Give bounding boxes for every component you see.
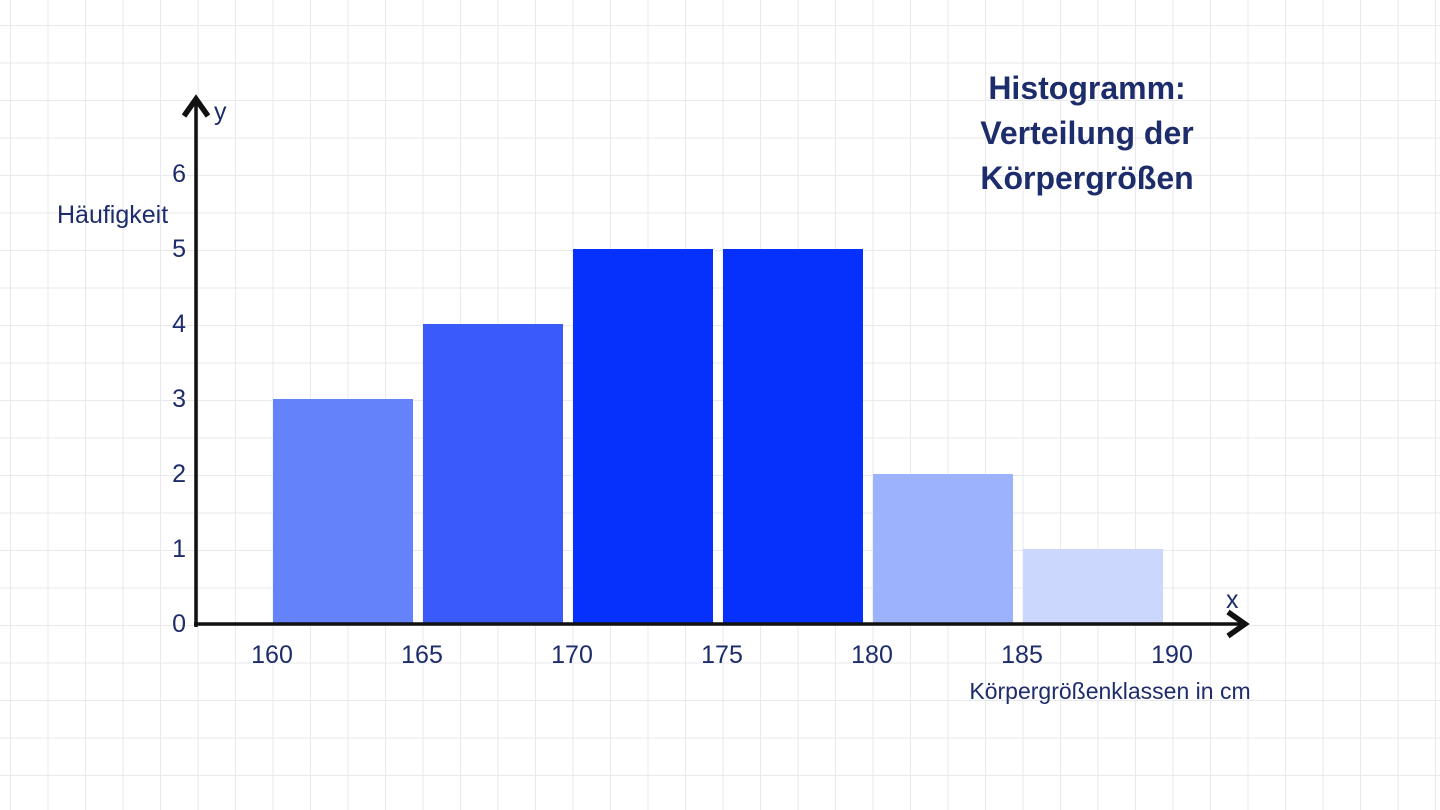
chart-title: Histogramm: Verteilung der Körpergrößen	[980, 70, 1194, 196]
y-axis-symbol: y	[214, 98, 227, 126]
y-tick-label-4: 4	[172, 310, 186, 338]
x-tick-label-185: 185	[1001, 641, 1043, 669]
bar-160-165	[273, 399, 413, 623]
bar-185-190	[1023, 549, 1163, 623]
x-tick-label-170: 170	[551, 641, 593, 669]
y-axis-label: Häufigkeit	[57, 201, 169, 229]
y-tick-label-2: 2	[172, 460, 186, 488]
y-tick-label-1: 1	[172, 535, 186, 563]
bar-175-180	[723, 249, 863, 623]
y-tick-label-6: 6	[172, 160, 186, 188]
y-tick-label-3: 3	[172, 385, 186, 413]
x-tick-label-180: 180	[851, 641, 893, 669]
y-axis-arrow-icon	[181, 94, 211, 118]
y-tick-label-0: 0	[172, 610, 186, 638]
y-tick-label-5: 5	[172, 235, 186, 263]
bar-170-175	[573, 249, 713, 623]
x-axis-caption: Körpergrößenklassen in cm	[969, 678, 1251, 704]
x-tick-label-160: 160	[251, 641, 293, 669]
x-tick-label-165: 165	[401, 641, 443, 669]
x-tick-label-190: 190	[1151, 641, 1193, 669]
bar-165-170	[423, 324, 563, 623]
bar-180-185	[873, 474, 1013, 623]
x-tick-label-175: 175	[701, 641, 743, 669]
x-axis-symbol: x	[1226, 586, 1239, 614]
x-axis-arrow-icon	[1226, 609, 1250, 639]
